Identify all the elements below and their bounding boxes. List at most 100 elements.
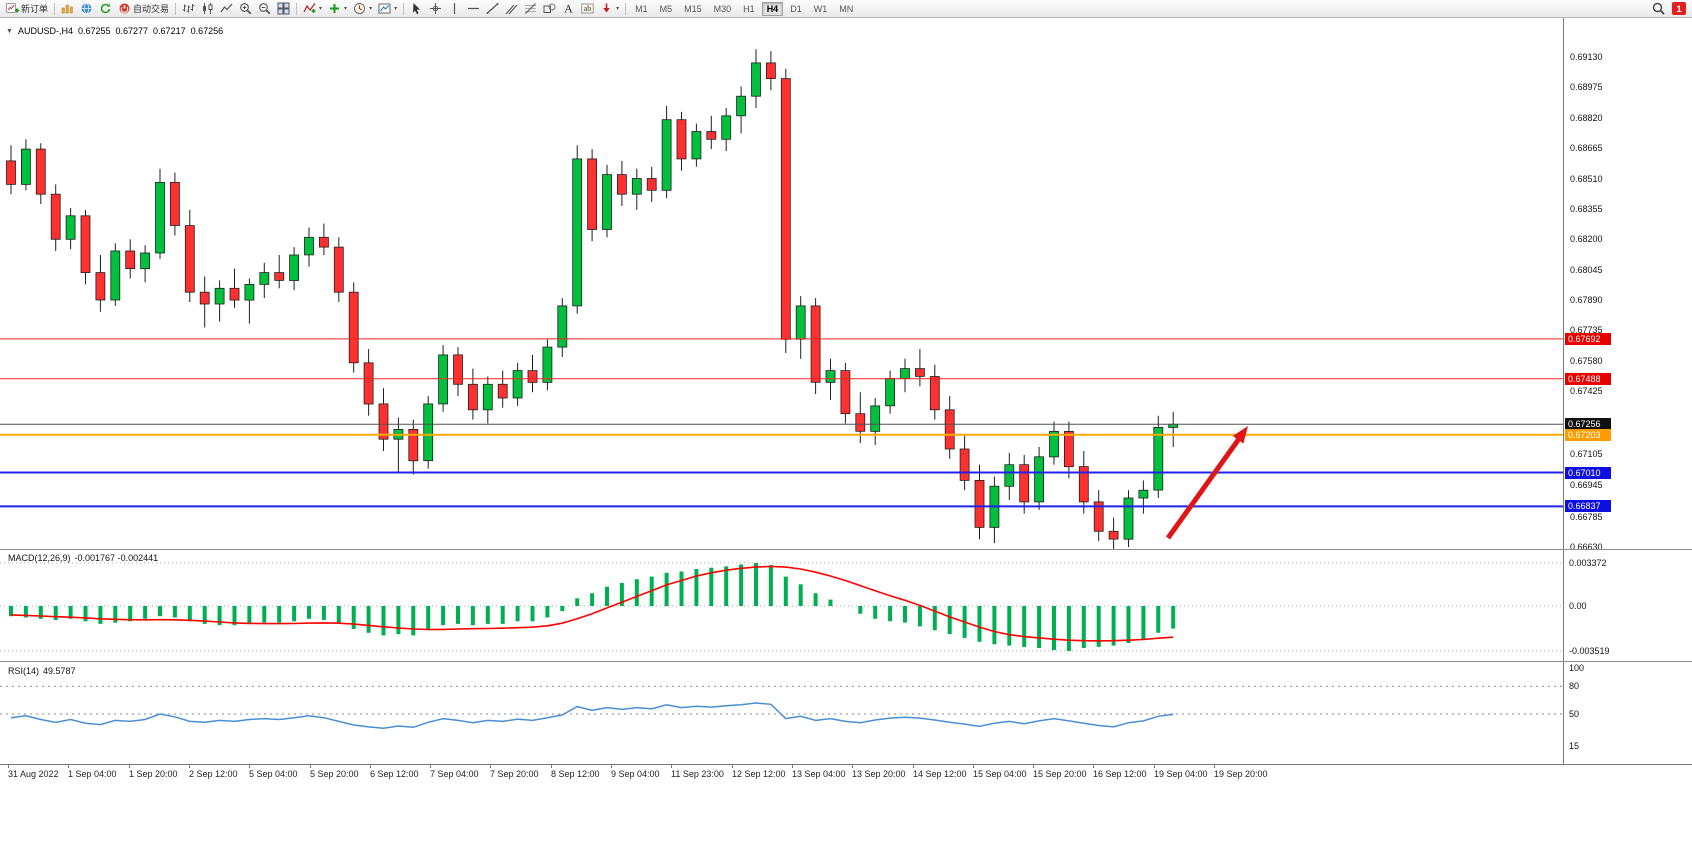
main-chart-canvas[interactable]: [0, 22, 1563, 549]
macd-canvas[interactable]: [0, 551, 1563, 661]
bar-chart-icon: [182, 4, 195, 13]
fibonacci-button[interactable]: [521, 1, 540, 17]
timeframe-h4-button[interactable]: H4: [761, 1, 784, 16]
time-label: 15 Sep 20:00: [1033, 769, 1087, 779]
trendline-icon: [486, 3, 499, 14]
time-tick: [1214, 765, 1215, 768]
time-tick: [973, 765, 974, 768]
notification-badge[interactable]: 1: [1672, 2, 1686, 15]
channel-button[interactable]: [502, 1, 521, 17]
chart-ohlc-header: ▼ AUDUSD-,H4 0.67255 0.67277 0.67217 0.6…: [6, 26, 223, 36]
template-icon: [378, 3, 391, 14]
time-label: 15 Sep 04:00: [973, 769, 1027, 779]
shapes-button[interactable]: [540, 1, 559, 17]
time-label: 2 Sep 12:00: [189, 769, 238, 779]
time-tick: [732, 765, 733, 768]
timeframe-mn-button[interactable]: MN: [839, 3, 854, 14]
trend-arrow-annotation[interactable]: [1165, 426, 1248, 540]
pivot-orange-badge: 0.67203: [1565, 429, 1611, 441]
time-tick: [249, 765, 250, 768]
timeframe-m5-button[interactable]: M5: [659, 3, 673, 14]
rsi-axis-label: 50: [1569, 709, 1580, 719]
tile-windows-button[interactable]: [274, 1, 293, 17]
globe-icon: [81, 3, 92, 14]
price-tick: 0.69130: [1570, 52, 1603, 62]
collapse-icon[interactable]: ▼: [6, 27, 13, 35]
candlesticks: [6, 62, 1179, 540]
price-tick: 0.68665: [1570, 143, 1603, 153]
price-tick: 0.68045: [1570, 265, 1603, 275]
support-2-badge: 0.66837: [1565, 500, 1611, 512]
time-label: 12 Sep 12:00: [732, 769, 786, 779]
cursor-button[interactable]: [407, 1, 426, 17]
candle-chart-button[interactable]: [198, 1, 217, 17]
time-label: 8 Sep 12:00: [551, 769, 600, 779]
symbol-period: AUDUSD-,H4: [17, 26, 73, 36]
arrows-button[interactable]: ▾: [597, 1, 622, 17]
timeframe-d1-button[interactable]: D1: [790, 3, 802, 14]
periods-button[interactable]: ▾: [350, 1, 375, 17]
time-label: 5 Sep 04:00: [249, 769, 298, 779]
zoom-in-button[interactable]: [236, 1, 255, 17]
macd-axis-label: 0.00: [1569, 601, 1587, 611]
dropdown-arrow-icon: ▾: [394, 6, 398, 12]
time-tick: [310, 765, 311, 768]
text-button[interactable]: A: [559, 1, 578, 17]
price-tick: 0.66945: [1570, 480, 1603, 490]
templates-button[interactable]: ▾: [375, 1, 400, 17]
price-axis[interactable]: 0.69130 0.68975 0.68820 0.68665 0.68510 0.683…: [1563, 18, 1692, 764]
timeframe-m30-button[interactable]: M30: [713, 3, 732, 14]
search-button[interactable]: [1649, 1, 1668, 17]
trend-arrow-shaft[interactable]: [1165, 434, 1244, 540]
zoom-out-button[interactable]: [255, 1, 274, 17]
horizontal-line-button[interactable]: [464, 1, 483, 17]
crosshair-button[interactable]: [426, 1, 445, 17]
timeframe-m1-button[interactable]: M1: [635, 3, 648, 14]
time-label: 9 Sep 04:00: [611, 769, 660, 779]
high-value: 0.67277: [115, 26, 149, 36]
add-object-button[interactable]: ▾: [325, 1, 350, 17]
time-tick: [1093, 765, 1094, 768]
rsi-canvas[interactable]: [0, 663, 1563, 763]
market-watch-button[interactable]: [77, 1, 96, 17]
panel-splitter[interactable]: [0, 549, 1692, 550]
macd-values: -0.001767 -0.002441: [74, 553, 159, 563]
charts-button[interactable]: [58, 1, 77, 17]
toolbar-separator: [175, 2, 177, 15]
search-icon: [1652, 2, 1665, 15]
macd-label: MACD(12,26,9) -0.001767 -0.002441: [8, 553, 158, 563]
vline-icon: [453, 3, 456, 14]
time-label: 5 Sep 20:00: [310, 769, 359, 779]
auto-trading-button[interactable]: 自动交易: [115, 1, 172, 17]
trendline-button[interactable]: [483, 1, 502, 17]
arrow-symbol-icon: [603, 3, 610, 13]
timeframe-h1-button[interactable]: H1: [743, 3, 755, 14]
time-tick: [852, 765, 853, 768]
refresh-button[interactable]: [96, 1, 115, 17]
dropdown-arrow-icon: ▾: [369, 6, 373, 12]
bar-chart-button[interactable]: [179, 1, 198, 17]
new-order-button[interactable]: 新订单: [3, 1, 51, 17]
time-label: 19 Sep 20:00: [1214, 769, 1268, 779]
line-chart-icon: [220, 3, 233, 13]
candle-chart-icon: [203, 3, 213, 14]
svg-text:A: A: [564, 2, 573, 15]
timeframe-w1-button[interactable]: W1: [813, 3, 828, 14]
toolbar-separator: [625, 2, 627, 15]
time-tick: [611, 765, 612, 768]
line-chart-button[interactable]: [217, 1, 236, 17]
support-1-badge: 0.67010: [1565, 467, 1611, 479]
indicators-button[interactable]: ▾: [300, 1, 325, 17]
vertical-line-button[interactable]: [445, 1, 464, 17]
time-tick: [1154, 765, 1155, 768]
time-axis[interactable]: 31 Aug 2022 1 Sep 04:00 1 Sep 20:00 2 Sep 1…: [0, 764, 1692, 786]
timeframe-m15-button[interactable]: M15: [684, 3, 702, 14]
open-value: 0.67255: [77, 26, 111, 36]
price-tick: 0.67580: [1570, 356, 1603, 366]
time-label: 14 Sep 12:00: [913, 769, 967, 779]
price-tick: 0.67890: [1570, 295, 1603, 305]
text-label-button[interactable]: ab: [578, 1, 597, 17]
price-tick: 0.67105: [1570, 449, 1603, 459]
panel-splitter[interactable]: [0, 661, 1692, 662]
